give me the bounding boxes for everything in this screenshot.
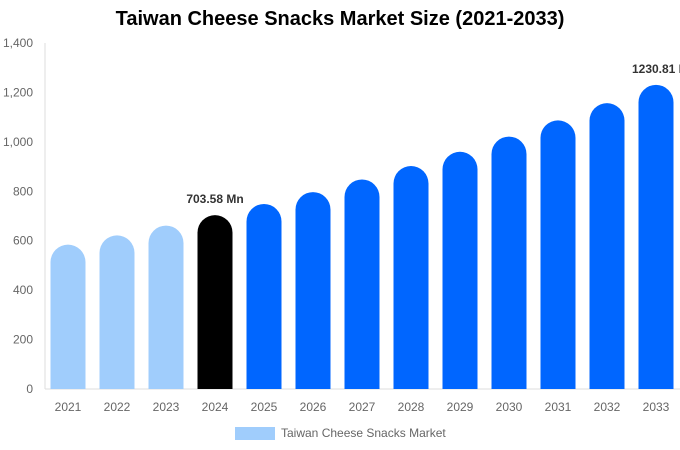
bar-2025 (246, 203, 282, 389)
x-tick-label: 2027 (349, 400, 376, 414)
bar-2028 (393, 166, 429, 389)
bar-2031 (540, 120, 576, 389)
legend-swatch (235, 426, 275, 440)
x-tick-label: 2025 (251, 400, 278, 414)
x-tick-label: 2032 (594, 400, 621, 414)
bar-2026 (295, 192, 331, 389)
x-tick-label: 2029 (447, 400, 474, 414)
y-tick-label: 600 (13, 234, 33, 248)
x-tick-label: 2023 (153, 400, 180, 414)
bar-2027 (344, 179, 380, 389)
bar-2024 (197, 215, 233, 389)
x-tick-label: 2031 (545, 400, 572, 414)
data-label-2033: 1230.81 Mn (632, 62, 680, 76)
bar-2023 (148, 225, 184, 389)
y-tick-label: 200 (13, 333, 33, 347)
y-tick-label: 1,400 (3, 36, 33, 50)
x-tick-label: 2030 (496, 400, 523, 414)
legend[interactable]: Taiwan Cheese Snacks Market (235, 426, 446, 440)
x-tick-label: 2024 (202, 400, 229, 414)
chart-title: Taiwan Cheese Snacks Market Size (2021-2… (115, 8, 565, 30)
x-tick-label: 2033 (643, 400, 670, 414)
x-tick-label: 2028 (398, 400, 425, 414)
bar-2032 (589, 103, 625, 389)
bar-2033 (638, 84, 674, 390)
bar-2022 (99, 235, 135, 389)
y-tick-label: 1,200 (3, 85, 33, 99)
y-tick-label: 1,000 (3, 135, 33, 149)
bar-2029 (442, 151, 478, 389)
y-tick-label: 400 (13, 283, 33, 297)
x-tick-label: 2021 (55, 400, 82, 414)
bar-2030 (491, 136, 527, 389)
x-tick-label: 2026 (300, 400, 327, 414)
bar-2021 (50, 244, 86, 389)
y-tick-label: 0 (26, 382, 33, 396)
y-tick-label: 800 (13, 184, 33, 198)
data-label-2024: 703.58 Mn (186, 192, 243, 206)
legend-label: Taiwan Cheese Snacks Market (281, 426, 446, 440)
x-tick-label: 2022 (104, 400, 131, 414)
